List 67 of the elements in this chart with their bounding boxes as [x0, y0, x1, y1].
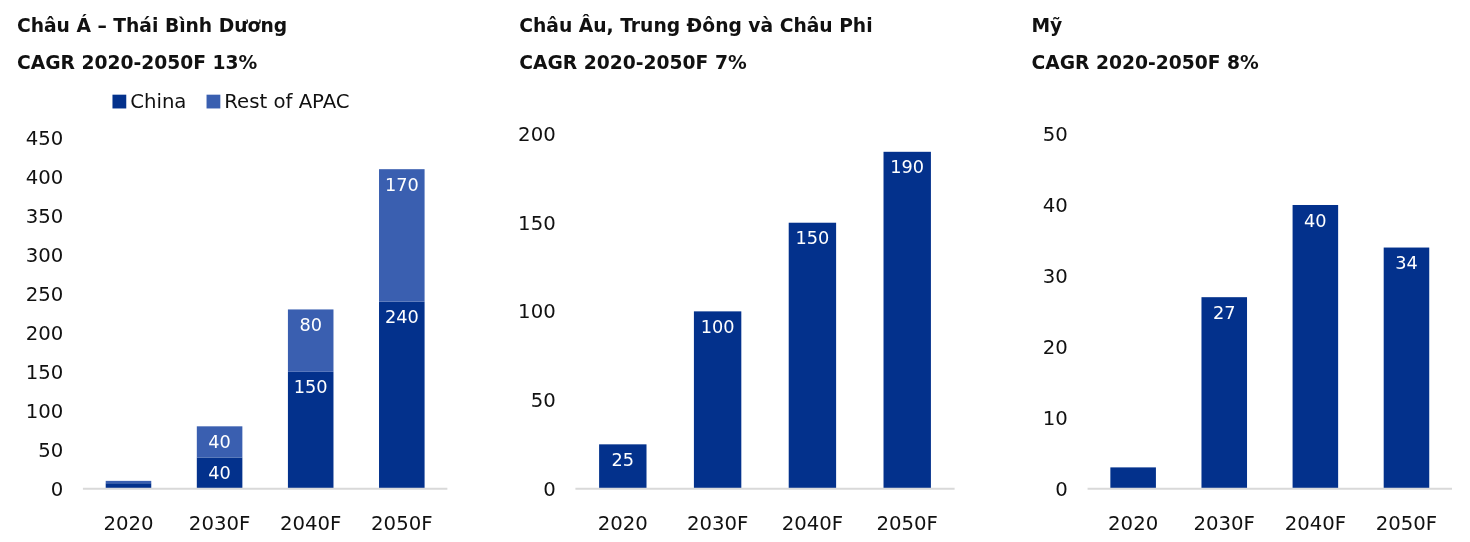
y-tick-label: 200: [518, 122, 556, 146]
chart-title: Châu Á – Thái Bình Dương: [16, 13, 288, 36]
y-tick-label: 350: [25, 204, 64, 228]
x-tick-label: 2040F: [279, 512, 342, 536]
bar: [1383, 247, 1430, 489]
data-label: 240: [384, 307, 419, 328]
bar: [379, 169, 425, 302]
y-tick-label: 10: [1042, 406, 1068, 430]
y-tick-label: 20: [1042, 335, 1068, 359]
bar: [1292, 204, 1339, 489]
legend-label: Rest of APAC: [224, 90, 350, 114]
data-label: 40: [208, 463, 231, 484]
bar: [287, 309, 334, 372]
data-label: 150: [293, 377, 328, 398]
y-tick-label: 50: [1042, 122, 1068, 146]
x-tick-label: 2020: [103, 512, 154, 536]
y-tick-label: 0: [1055, 477, 1068, 501]
data-label: 27: [1212, 302, 1236, 323]
data-label: 40: [1304, 210, 1327, 231]
chart-subtitle: CAGR 2020-2050F 7%: [519, 52, 747, 74]
y-tick-label: 250: [25, 282, 64, 306]
x-tick-label: 2040F: [1284, 512, 1347, 536]
x-tick-label: 2050F: [1375, 512, 1438, 536]
chart-subtitle: CAGR 2020-2050F 8%: [1031, 52, 1260, 74]
data-label: 190: [890, 157, 925, 178]
chart-title: Mỹ: [1031, 14, 1063, 36]
y-tick-label: 50: [38, 438, 64, 462]
x-tick-label: 2030F: [1193, 512, 1255, 536]
y-tick-label: 100: [25, 399, 64, 423]
y-tick-label: 300: [25, 243, 64, 267]
y-tick-label: 200: [25, 321, 64, 345]
legend-label: China: [130, 90, 187, 114]
y-tick-label: 450: [25, 126, 64, 150]
x-tick-label: 2020: [597, 512, 648, 536]
data-label: 150: [795, 228, 830, 249]
x-tick-label: 2030F: [188, 512, 251, 536]
bar: [379, 301, 425, 489]
data-label: 80: [299, 315, 322, 336]
bar: [287, 371, 334, 489]
data-label: 40: [208, 431, 231, 452]
bar: [599, 444, 647, 489]
data-label: 170: [384, 174, 419, 195]
bar: [105, 483, 152, 489]
x-tick-label: 2050F: [876, 512, 938, 536]
y-tick-label: 30: [1042, 264, 1068, 288]
y-tick-label: 0: [543, 477, 556, 501]
x-tick-label: 2020: [1108, 512, 1159, 536]
chart-title: Châu Âu, Trung Đông và Châu Phi: [519, 13, 873, 36]
y-tick-label: 400: [25, 165, 64, 189]
chart-subtitle: CAGR 2020-2050F 13%: [16, 52, 258, 74]
x-tick-label: 2040F: [781, 512, 844, 536]
bar: [693, 311, 742, 489]
data-label: 100: [700, 317, 735, 338]
y-tick-label: 50: [530, 388, 556, 412]
y-tick-label: 150: [25, 360, 64, 384]
y-tick-label: 40: [1042, 193, 1068, 217]
bar: [788, 222, 837, 489]
data-label: 25: [611, 450, 635, 471]
x-tick-label: 2030F: [686, 512, 749, 536]
y-tick-label: 0: [50, 477, 64, 501]
y-tick-label: 100: [518, 300, 556, 324]
bar: [1201, 297, 1248, 489]
bar: [1110, 467, 1156, 489]
x-tick-label: 2050F: [371, 512, 433, 536]
data-label: 34: [1395, 253, 1418, 274]
bar: [883, 151, 931, 489]
y-tick-label: 150: [518, 211, 556, 235]
